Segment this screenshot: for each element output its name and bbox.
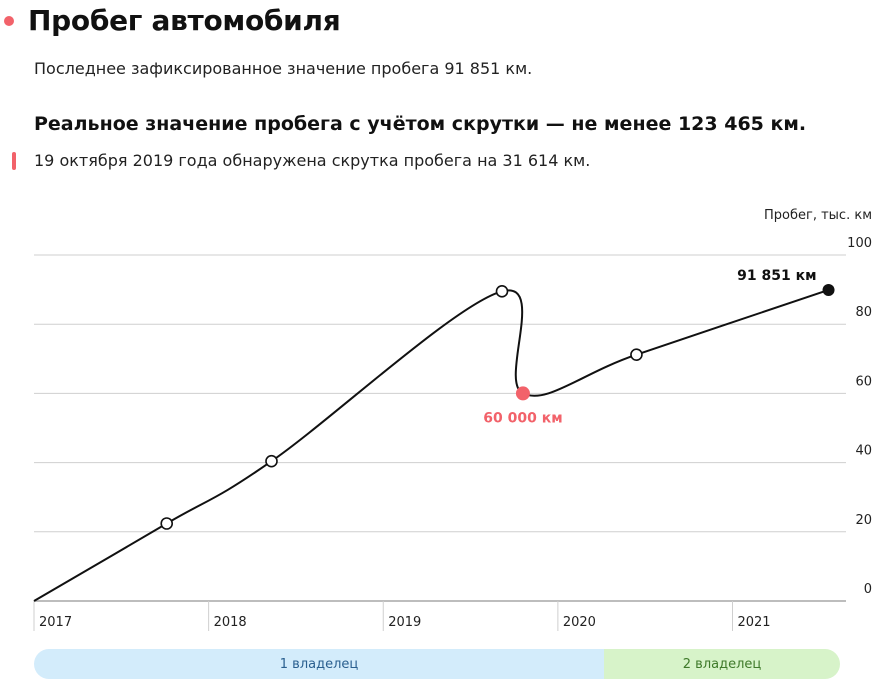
last-mileage-text: Последнее зафиксированное значение пробе… [34, 59, 533, 78]
y-tick-label: 80 [855, 305, 872, 320]
x-tick-label: 2020 [563, 615, 596, 630]
owner-1-segment: 1 владелец [34, 649, 604, 679]
y-tick-label: 0 [864, 582, 872, 597]
rollback-point [515, 386, 530, 401]
data-point [630, 348, 643, 361]
x-tick-label: 2019 [388, 615, 421, 630]
title-row: Пробег автомобиля [0, 4, 341, 37]
mileage-line [33, 288, 829, 602]
rollback-note: 19 октября 2019 года обнаружена скрутка … [12, 151, 590, 170]
y-axis-label: Пробег, тыс. км [764, 208, 872, 223]
data-point [265, 454, 278, 468]
data-point [495, 285, 509, 298]
real-mileage-text: Реальное значение пробега с учётом скрут… [34, 113, 807, 135]
page-title: Пробег автомобиля [28, 4, 341, 37]
owner-2-segment: 2 владелец [604, 649, 840, 679]
x-tick-label: 2018 [214, 615, 247, 630]
x-tick-label: 2017 [39, 615, 72, 630]
rollback-text: 19 октября 2019 года обнаружена скрутка … [34, 151, 591, 170]
accent-dot [4, 15, 14, 26]
owners-bar: 1 владелец 2 владелец [34, 649, 840, 679]
last-point [822, 283, 835, 296]
x-tick-label: 2021 [737, 615, 770, 630]
y-tick-label: 60 [855, 374, 872, 389]
mileage-chart: Пробег, тыс. км 0 20 40 60 80 100 2017 2018 2019 2… [33, 208, 872, 631]
y-tick-label: 100 [847, 236, 872, 251]
last-value-label: 91 851 км [737, 268, 816, 284]
rollback-marker [12, 151, 16, 170]
rollback-label: 60 000 км [483, 410, 562, 426]
y-tick-label: 20 [855, 513, 872, 528]
data-point [160, 517, 174, 530]
y-tick-label: 40 [855, 444, 872, 459]
